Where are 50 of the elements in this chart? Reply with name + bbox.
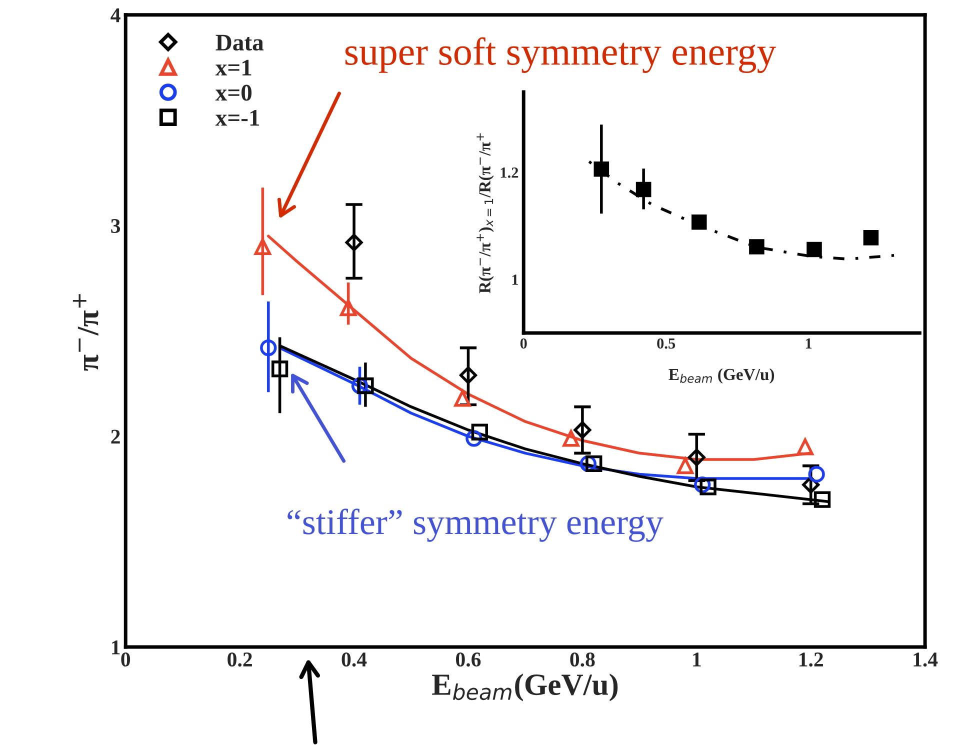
point (271, 360, 288, 378)
point (260, 339, 277, 356)
point (806, 242, 822, 258)
point (340, 299, 357, 316)
y-tick-label: 4 (110, 8, 120, 22)
point (796, 438, 814, 456)
x-axis-title: E$_{beam}$(GeV/u) (432, 674, 618, 702)
point (454, 390, 471, 407)
y-axis-title: π$^{−}$/π$^{+}$ (72, 294, 98, 371)
point (345, 234, 363, 252)
x-axis-title: E$_{beam}$ (GeV/u) (668, 368, 774, 384)
line-series (588, 160, 896, 260)
point (357, 377, 374, 394)
point (676, 457, 694, 474)
point (586, 455, 602, 472)
x-tick-label: 0 (520, 338, 527, 349)
x-tick-label: 0 (121, 652, 130, 667)
point (814, 491, 831, 508)
point (594, 161, 610, 177)
legend-label: x=-1 (215, 110, 260, 126)
x-tick-label: 1.2 (799, 652, 823, 667)
x-tick-label: 0.5 (657, 338, 676, 349)
point (749, 239, 764, 254)
point (688, 448, 706, 466)
x-tick-label: 1.4 (914, 652, 938, 667)
x-tick-label: 0.2 (228, 652, 252, 667)
point (471, 424, 488, 440)
x-tick-label: 0.6 (456, 652, 481, 667)
point (692, 214, 707, 230)
point (254, 238, 272, 256)
x-tick-label: 1 (693, 652, 701, 666)
annotation: super soft symmetry energy (345, 37, 776, 74)
point (574, 421, 592, 439)
legend-label: x=1 (215, 60, 252, 76)
text: R(π$^{−}$/π$^{+}$)$_{x=1}$/R(π$^{−}$/π$^{+}$ (476, 133, 494, 294)
point (459, 366, 477, 384)
y-tick-label: 1 (112, 640, 120, 654)
point (700, 478, 716, 496)
legend-label: Data (216, 34, 264, 51)
point (863, 230, 879, 246)
y-tick-label: 2 (111, 430, 120, 444)
y-tick-label: 3 (111, 219, 120, 234)
point (562, 430, 580, 447)
legend-label: x=0 (215, 84, 252, 101)
annotation: “stiffer” symmetry energy (288, 508, 664, 542)
x-tick-label: 0.8 (570, 652, 595, 667)
point (808, 466, 825, 483)
x-tick-label: 0.4 (342, 652, 367, 667)
x-tick-label: 1 (806, 338, 812, 348)
point (636, 182, 652, 198)
